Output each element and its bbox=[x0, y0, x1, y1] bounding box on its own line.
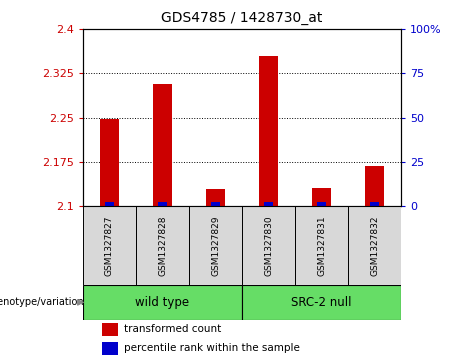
Bar bbox=[105, 202, 114, 206]
Bar bbox=[136, 206, 189, 285]
Title: GDS4785 / 1428730_at: GDS4785 / 1428730_at bbox=[161, 11, 323, 25]
Bar bbox=[158, 202, 167, 206]
Bar bbox=[153, 84, 172, 206]
Bar bbox=[102, 342, 118, 355]
Text: SRC-2 null: SRC-2 null bbox=[291, 296, 352, 309]
Bar bbox=[100, 119, 119, 206]
Text: GSM1327830: GSM1327830 bbox=[264, 215, 273, 276]
Text: GSM1327831: GSM1327831 bbox=[317, 215, 326, 276]
Text: GSM1327832: GSM1327832 bbox=[370, 215, 379, 276]
Bar bbox=[102, 323, 118, 336]
Bar bbox=[370, 202, 379, 206]
Text: GSM1327829: GSM1327829 bbox=[211, 215, 220, 276]
Bar bbox=[295, 206, 348, 285]
Text: GSM1327827: GSM1327827 bbox=[105, 215, 114, 276]
Bar bbox=[211, 202, 220, 206]
Text: genotype/variation: genotype/variation bbox=[0, 297, 84, 307]
Bar bbox=[264, 202, 273, 206]
Text: wild type: wild type bbox=[136, 296, 189, 309]
Bar bbox=[242, 206, 295, 285]
Bar bbox=[83, 206, 136, 285]
Bar bbox=[365, 166, 384, 206]
Bar bbox=[259, 56, 278, 206]
Bar bbox=[83, 285, 242, 320]
Bar bbox=[317, 202, 326, 206]
Bar bbox=[348, 206, 401, 285]
Text: percentile rank within the sample: percentile rank within the sample bbox=[124, 343, 300, 353]
Text: transformed count: transformed count bbox=[124, 325, 222, 334]
Text: GSM1327828: GSM1327828 bbox=[158, 215, 167, 276]
Bar bbox=[206, 189, 225, 206]
Bar bbox=[189, 206, 242, 285]
Bar bbox=[242, 285, 401, 320]
Bar bbox=[312, 188, 331, 206]
